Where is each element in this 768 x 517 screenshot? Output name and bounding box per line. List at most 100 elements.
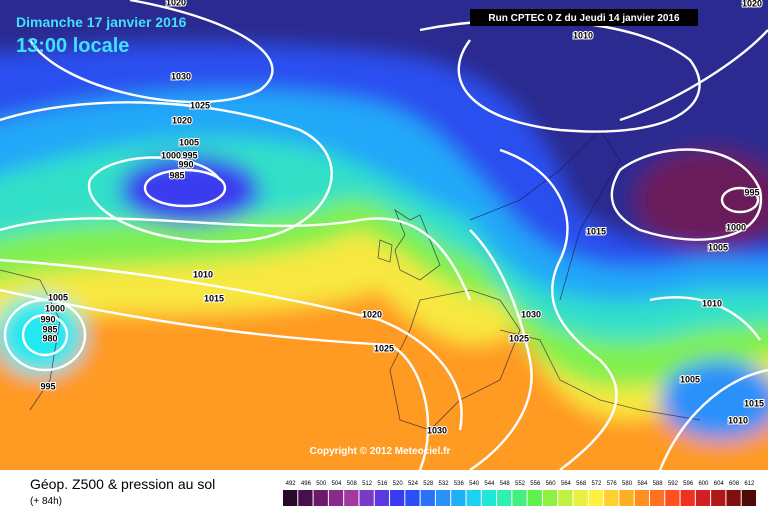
isobar-label: 1015: [586, 226, 606, 236]
colorbar-label: 612: [744, 481, 755, 487]
colorbar-label: 588: [653, 481, 664, 487]
isobar-label: 1025: [509, 333, 529, 343]
colorbar-swatch: [573, 490, 588, 506]
lead-time: (+ 84h): [30, 496, 62, 507]
colorbar-swatch: [313, 490, 328, 506]
date-label: Dimanche 17 janvier 2016: [16, 14, 187, 30]
colorbar-label: 492: [286, 481, 297, 487]
colorbar-swatch: [405, 490, 420, 506]
colorbar-label: 520: [393, 481, 404, 487]
colorbar-label: 508: [347, 481, 358, 487]
colorbar-label: 592: [668, 481, 679, 487]
isobar-label: 1010: [728, 415, 748, 425]
colorbar-swatch: [283, 490, 298, 506]
colorbar-label: 548: [500, 481, 511, 487]
colorbar-swatch: [359, 490, 374, 506]
colorbar-label: 584: [637, 481, 648, 487]
isobar-label: 1020: [172, 115, 192, 125]
colorbar-swatch: [527, 490, 542, 506]
isobar-label: 1005: [680, 374, 700, 384]
isobar-label: 995: [182, 150, 197, 160]
colorbar-label: 576: [607, 481, 618, 487]
isobar-label: 1010: [702, 298, 722, 308]
colorbar-swatch: [680, 490, 695, 506]
isobar-label: 1000: [45, 303, 65, 313]
isobar-label: 995: [40, 381, 55, 391]
colorbar-label: 556: [530, 481, 541, 487]
isobar-label: 1025: [190, 100, 210, 110]
colorbar-label: 560: [546, 481, 557, 487]
isobar-label: 1000: [726, 222, 746, 232]
colorbar-swatch: [390, 490, 405, 506]
run-label: Run CPTEC 0 Z du Jeudi 14 janvier 2016: [488, 13, 680, 24]
colorbar-swatch: [695, 490, 711, 506]
colorbar-label: 568: [576, 481, 587, 487]
colorbar-swatch: [466, 490, 481, 506]
colorbar: 492 496 500 504 508 512 516 520 524 528 532 536 540 5…: [283, 481, 756, 506]
isobar-label: 980: [42, 333, 57, 343]
isobar-label: 1020: [742, 0, 762, 8]
colorbar-swatch: [634, 490, 649, 506]
isobar-label: 995: [744, 187, 759, 197]
isobar-label: 985: [42, 324, 57, 334]
isobar-label: 1015: [744, 398, 764, 408]
run-banner: [470, 9, 698, 26]
colorbar-swatch: [481, 490, 497, 506]
coastlines: [0, 129, 701, 431]
colorbar-label: 500: [316, 481, 327, 487]
colorbar-label: 512: [362, 481, 373, 487]
colorbar-label: 572: [591, 481, 602, 487]
isobar-label: 1000: [161, 150, 181, 160]
colorbar-swatch: [649, 490, 665, 506]
isobar-label: 1030: [171, 71, 191, 81]
colorbar-swatch: [741, 490, 756, 506]
colorbar-label: 596: [683, 481, 694, 487]
colorbar-label: 536: [454, 481, 465, 487]
colorbar-label: 564: [561, 481, 572, 487]
colorbar-label: 604: [714, 481, 725, 487]
isobar-label: 1025: [374, 343, 394, 353]
isobar-label: 1010: [573, 30, 593, 40]
colorbar-swatch: [328, 490, 344, 506]
isobar-label: 1030: [427, 425, 447, 435]
colorbar-swatch: [451, 490, 466, 506]
time-label: 13:00 locale: [16, 35, 129, 57]
colorbar-label: 516: [377, 481, 388, 487]
colorbar-swatch: [497, 490, 512, 506]
isobar-label: 1010: [193, 269, 213, 279]
colorbar-label: 496: [301, 481, 312, 487]
colorbar-label: 600: [698, 481, 709, 487]
isobar-label: 1005: [48, 292, 68, 302]
colorbar-swatch: [542, 490, 558, 506]
colorbar-swatch: [619, 490, 634, 506]
colorbar-swatch: [588, 490, 604, 506]
colorbar-label: 580: [622, 481, 633, 487]
colorbar-swatch: [726, 490, 741, 506]
colorbar-swatch: [512, 490, 527, 506]
colorbar-swatch: [435, 490, 451, 506]
isobar-label: 1015: [204, 293, 224, 303]
isobar-label: 1030: [521, 309, 541, 319]
isobars: [0, 0, 768, 470]
colorbar-label: 552: [515, 481, 526, 487]
colorbar-swatch: [711, 490, 726, 506]
isobar-label: 1005: [179, 137, 199, 147]
copyright: Copyright © 2012 Meteociel.fr: [310, 446, 451, 457]
colorbar-label: 608: [729, 481, 740, 487]
isobar-label: 985: [169, 170, 184, 180]
colorbar-label: 504: [332, 481, 343, 487]
isobar-label: 990: [178, 159, 193, 169]
colorbar-label: 532: [439, 481, 450, 487]
isobar-label: 1020: [166, 0, 186, 7]
colorbar-swatch: [420, 490, 435, 506]
colorbar-label: 544: [484, 481, 495, 487]
colorbar-swatch: [344, 490, 359, 506]
footer-title: Géop. Z500 & pression au sol: [30, 476, 215, 492]
colorbar-label: 540: [469, 481, 480, 487]
colorbar-swatch: [374, 490, 390, 506]
colorbar-swatch: [298, 490, 313, 506]
isobar-label: 990: [40, 314, 55, 324]
